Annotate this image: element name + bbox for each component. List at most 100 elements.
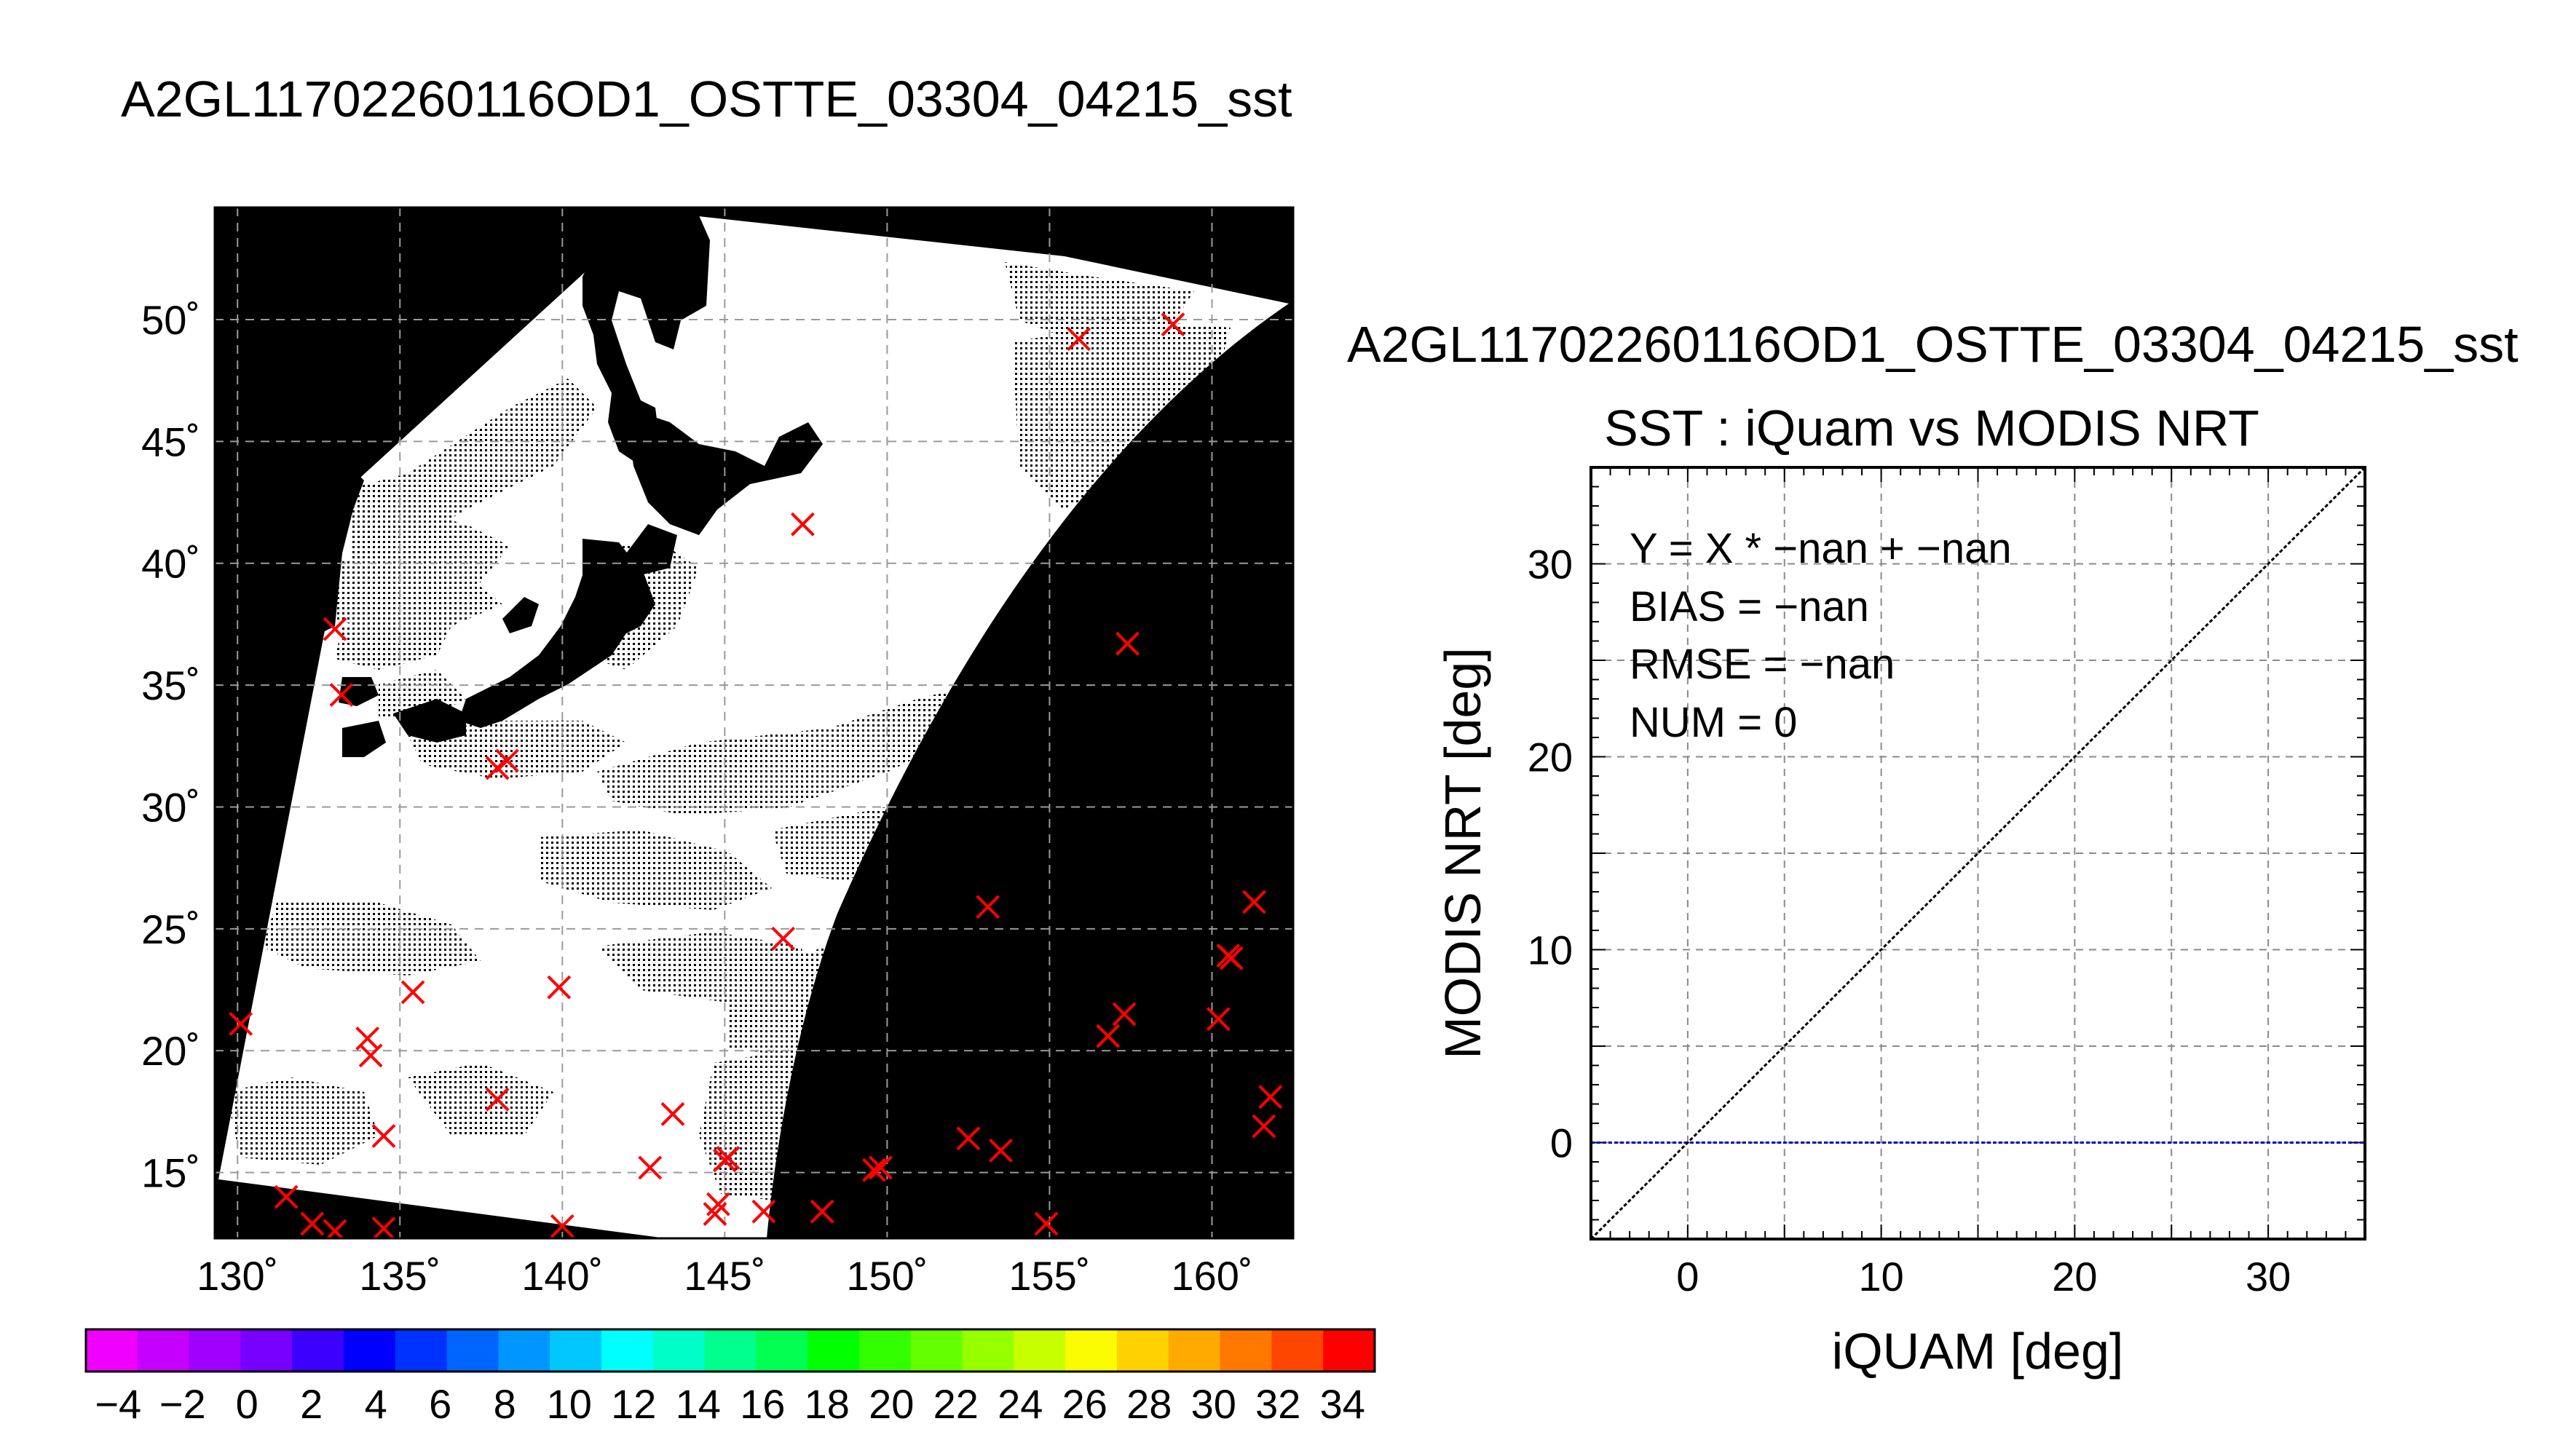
buoy-marker — [706, 1192, 730, 1216]
scatter-y-tick-label: 0 — [1550, 1120, 1573, 1166]
colorbar-cell — [910, 1329, 963, 1372]
buoy-marker — [1067, 327, 1091, 352]
colorbar-cell — [446, 1329, 499, 1372]
colorbar-cell — [498, 1329, 550, 1372]
colorbar-tick-label: 20 — [869, 1381, 914, 1427]
colorbar-cells — [86, 1329, 1375, 1372]
sst-pixels — [226, 262, 1231, 1201]
buoy-marker — [485, 756, 510, 780]
scatter-y-tick-label: 20 — [1528, 735, 1573, 780]
colorbar-cell — [1117, 1329, 1169, 1372]
colorbar-cell — [1168, 1329, 1221, 1372]
colorbar-cell — [807, 1329, 860, 1372]
map-y-tick-label: 45˚ — [141, 419, 200, 464]
map-x-tick-label: 150˚ — [846, 1253, 928, 1299]
land-mass — [262, 459, 364, 684]
map-x-tick-label: 155˚ — [1008, 1253, 1090, 1299]
land-mass — [393, 699, 466, 743]
buoy-marker — [1115, 631, 1140, 656]
buoy-marker — [229, 1012, 253, 1036]
colorbar-tick-label: 14 — [676, 1381, 721, 1427]
scatter-frame — [1590, 466, 2366, 1241]
map-title: A2GL11702260116OD1_OSTTE_03304_04215_sst — [121, 71, 1292, 127]
sst-patch — [335, 619, 451, 670]
sst-patch — [597, 684, 976, 815]
stats-num: NUM = 0 — [1630, 699, 1797, 746]
sst-patch — [262, 903, 481, 976]
colorbar-tick-label: 8 — [494, 1381, 516, 1427]
colorbar-tick-label: 16 — [740, 1381, 785, 1427]
land-mass — [342, 721, 386, 757]
sst-patch — [1005, 262, 1194, 342]
land-mass — [339, 677, 379, 706]
buoy-marker — [1242, 890, 1266, 914]
colorbar-cell — [962, 1329, 1014, 1372]
buoy-marker — [550, 1214, 574, 1238]
buoy-marker — [1206, 1007, 1231, 1032]
map-x-tick-label: 160˚ — [1171, 1253, 1252, 1299]
colorbar-cell — [1220, 1329, 1272, 1372]
map-y-tick-label: 40˚ — [141, 541, 200, 587]
colorbar-tick-label: 32 — [1255, 1381, 1300, 1427]
buoy-marker — [329, 683, 354, 707]
colorbar-tick-label: 12 — [611, 1381, 656, 1427]
scatter-x-tick-label: 30 — [2246, 1254, 2291, 1299]
buoy-marker — [771, 926, 796, 951]
land-mass — [459, 539, 655, 728]
colorbar-cell — [1323, 1329, 1375, 1372]
map-x-tick-label: 135˚ — [359, 1253, 441, 1299]
buoy-marker — [358, 1043, 383, 1068]
colorbar-tick-label: 2 — [300, 1381, 323, 1427]
map-x-tick-label: 140˚ — [521, 1253, 603, 1299]
scatter-x-tick-label: 10 — [1858, 1254, 1903, 1299]
scatter-y-tick-label: 10 — [1528, 927, 1573, 973]
scatter-panel: A2GL11702260116OD1_OSTTE_03304_04215_sst… — [1347, 316, 2519, 1380]
buoy-marker — [810, 1199, 834, 1224]
colorbar-tick-label: −4 — [95, 1381, 141, 1427]
buoy-marker — [400, 980, 425, 1005]
stats-rmse: RMSE = −nan — [1630, 641, 1895, 688]
colorbar-cell — [756, 1329, 808, 1372]
colorbar-cell — [86, 1329, 138, 1372]
colorbar-cell — [601, 1329, 654, 1372]
map-y-tick-label: 50˚ — [141, 297, 200, 343]
colorbar-tick-labels: −4 −2 0 2 4 6 8 10 12 14 16 18 20 22 24 26 28 30 32 34 — [95, 1381, 1365, 1427]
colorbar-tick-label: 34 — [1320, 1381, 1365, 1427]
colorbar-tick-label: 24 — [998, 1381, 1043, 1427]
scatter-title: A2GL11702260116OD1_OSTTE_03304_04215_sst — [1347, 316, 2519, 373]
scatter-x-tick-label: 20 — [2052, 1254, 2097, 1299]
map-y-tick-label: 15˚ — [141, 1150, 200, 1196]
scatter-x-tick-labels: 0 10 20 30 — [1676, 1254, 2291, 1299]
colorbar-cell — [704, 1329, 757, 1372]
land-mass — [583, 207, 710, 466]
map-y-tick-label: 30˚ — [141, 784, 200, 830]
buoy-markers — [229, 312, 1283, 1238]
map-y-tick-label: 25˚ — [141, 906, 200, 952]
scatter-subtitle: SST : iQuam vs MODIS NRT — [1604, 400, 2259, 456]
buoy-marker — [371, 1123, 396, 1148]
colorbar-cell — [395, 1329, 448, 1372]
map-y-tick-label: 35˚ — [141, 662, 200, 708]
buoy-marker — [956, 1126, 981, 1151]
land — [262, 207, 823, 757]
map-gridlines — [215, 207, 1293, 1238]
stats-box: Y = X * −nan + −nan BIAS = −nan RMSE = −… — [1630, 525, 2012, 746]
colorbar-tick-label: 22 — [933, 1381, 979, 1427]
map-x-tick-label: 145˚ — [684, 1253, 765, 1299]
map-x-tick-label: 130˚ — [197, 1253, 278, 1299]
scatter-y-tick-labels: 0 10 20 30 — [1528, 542, 1573, 1166]
buoy-marker — [1112, 1002, 1137, 1026]
sst-patch — [226, 1077, 379, 1165]
colorbar-cell — [1014, 1329, 1066, 1372]
buoy-marker — [790, 512, 815, 537]
colorbar-tick-label: 18 — [805, 1381, 850, 1427]
buoy-marker — [660, 1101, 685, 1126]
colorbar-cell — [189, 1329, 241, 1372]
colorbar-cell — [652, 1329, 706, 1372]
one-to-one-line — [1590, 466, 2366, 1241]
sst-patch — [1012, 320, 1231, 510]
colorbar-tick-label: 26 — [1062, 1381, 1107, 1427]
colorbar-cell — [1271, 1329, 1324, 1372]
sst-patch — [772, 801, 917, 881]
buoy-marker — [869, 1155, 893, 1180]
